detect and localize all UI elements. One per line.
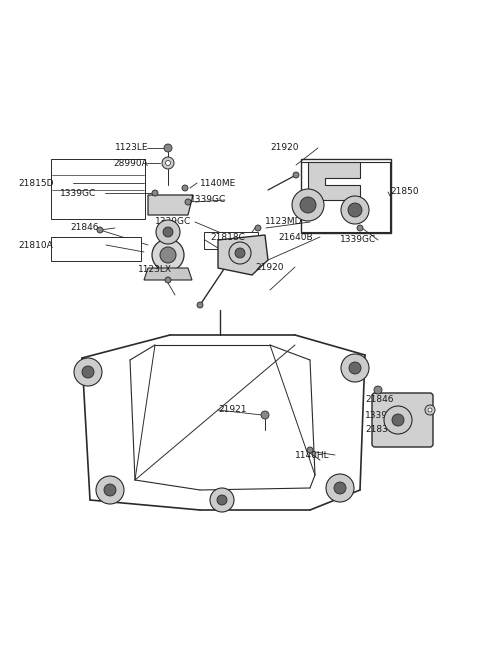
Circle shape (96, 476, 124, 504)
Circle shape (152, 239, 184, 271)
Circle shape (307, 447, 313, 453)
FancyBboxPatch shape (301, 159, 391, 233)
Text: 21810A: 21810A (18, 241, 53, 249)
Polygon shape (218, 235, 268, 275)
Circle shape (152, 190, 158, 196)
Text: 21920: 21920 (255, 262, 284, 272)
Circle shape (384, 406, 412, 434)
Circle shape (341, 196, 369, 224)
Circle shape (428, 408, 432, 412)
Text: 1339GC: 1339GC (190, 195, 226, 205)
Circle shape (326, 474, 354, 502)
Text: 1123LE: 1123LE (115, 144, 148, 152)
Circle shape (374, 386, 382, 394)
Circle shape (235, 248, 245, 258)
Circle shape (160, 247, 176, 263)
Text: 21815D: 21815D (18, 178, 53, 188)
Text: 28990A: 28990A (113, 159, 148, 167)
Polygon shape (308, 162, 360, 200)
Circle shape (334, 482, 346, 494)
Circle shape (357, 225, 363, 231)
Circle shape (349, 362, 361, 374)
Circle shape (163, 227, 173, 237)
Text: 1123MD: 1123MD (265, 218, 302, 226)
Text: 21846: 21846 (365, 396, 394, 405)
Text: 1339GC: 1339GC (365, 411, 401, 419)
FancyBboxPatch shape (51, 159, 145, 219)
Circle shape (74, 358, 102, 386)
Circle shape (185, 199, 191, 205)
Circle shape (255, 225, 261, 231)
Text: 1339GC: 1339GC (60, 188, 96, 197)
Circle shape (392, 414, 404, 426)
Circle shape (104, 484, 116, 496)
Circle shape (341, 354, 369, 382)
Circle shape (293, 172, 299, 178)
Circle shape (217, 495, 227, 505)
Circle shape (261, 411, 269, 419)
Text: 21640B: 21640B (278, 232, 312, 241)
Circle shape (82, 366, 94, 378)
Text: 21920: 21920 (270, 144, 299, 152)
Text: 1339GC: 1339GC (155, 218, 191, 226)
Polygon shape (148, 195, 193, 215)
Text: 1123LX: 1123LX (138, 266, 172, 274)
FancyBboxPatch shape (51, 237, 141, 261)
Circle shape (164, 144, 172, 152)
Polygon shape (144, 268, 192, 280)
Circle shape (162, 157, 174, 169)
Circle shape (425, 405, 435, 415)
Text: 21850: 21850 (390, 188, 419, 197)
FancyBboxPatch shape (204, 232, 258, 249)
FancyBboxPatch shape (372, 393, 433, 447)
Text: 21818C: 21818C (210, 232, 245, 241)
Text: 1339GC: 1339GC (340, 236, 376, 245)
Circle shape (300, 197, 316, 213)
Circle shape (348, 203, 362, 217)
Circle shape (182, 185, 188, 191)
Text: 21831B: 21831B (365, 426, 400, 434)
Text: 1140ME: 1140ME (200, 178, 236, 188)
Text: 1140HL: 1140HL (295, 451, 330, 459)
Circle shape (156, 220, 180, 244)
Circle shape (166, 161, 170, 165)
Circle shape (229, 242, 251, 264)
Circle shape (292, 189, 324, 221)
Text: 21846: 21846 (70, 224, 98, 232)
Circle shape (165, 277, 171, 283)
Circle shape (197, 302, 203, 308)
Circle shape (97, 227, 103, 233)
Text: 21921: 21921 (218, 405, 247, 415)
Circle shape (210, 488, 234, 512)
